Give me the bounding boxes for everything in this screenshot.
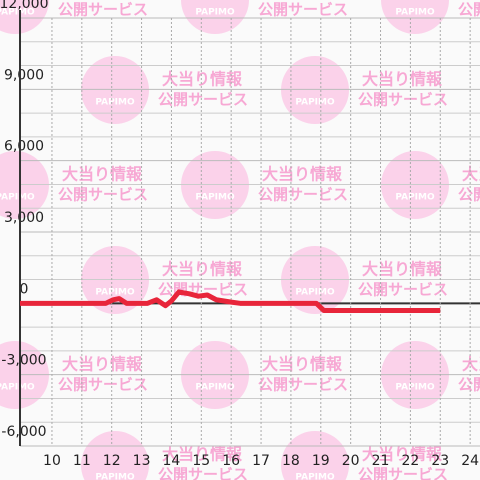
- x-tick-label: 11: [73, 453, 91, 469]
- watermark-text: 大当り情報: [462, 165, 480, 184]
- plot: -6,000 -3,000 0 3,000 6,000 9,000 12,000 10 11 12…: [0, 0, 479, 469]
- watermark-logo: [81, 431, 149, 480]
- watermark-text: 大当り情報: [62, 355, 143, 374]
- x-tick-label: 14: [163, 453, 181, 469]
- x-tick-label: 10: [43, 453, 61, 469]
- watermark-logo-text: PAPIMO: [195, 193, 235, 203]
- watermark-logo: [0, 0, 49, 34]
- x-tick-label: 18: [282, 453, 300, 469]
- x-tick-label: 17: [252, 453, 270, 469]
- watermark-logo: [0, 151, 49, 219]
- watermark-text: 公開サービス: [358, 281, 448, 299]
- watermark-text: 大当り情報: [162, 445, 243, 464]
- x-tick-label: 19: [312, 453, 330, 469]
- watermark-text: 公開サービス: [458, 186, 480, 204]
- watermark-text: 公開サービス: [58, 186, 148, 204]
- x-tick-label: 12: [103, 453, 121, 469]
- watermark-logo: [381, 151, 449, 219]
- watermark-text: 大当り情報: [262, 165, 343, 184]
- watermark-text: 公開サービス: [58, 376, 148, 394]
- watermark-text: 公開サービス: [58, 1, 148, 19]
- watermark-text: 公開サービス: [158, 466, 248, 480]
- y-tick-label: -6,000: [1, 424, 46, 440]
- watermark-logo-text: PAPIMO: [395, 383, 435, 393]
- x-tick-label: 24: [461, 453, 479, 469]
- watermark-logo: [281, 56, 349, 124]
- y-tick-label: 3,000: [4, 210, 44, 226]
- watermark-text: 公開サービス: [258, 186, 348, 204]
- watermark-text: 大当り情報: [362, 70, 443, 89]
- watermark-logo-text: PAPIMO: [295, 473, 335, 480]
- watermark-logo: [81, 56, 149, 124]
- grid: [20, 17, 480, 447]
- watermark-logo-text: PAPIMO: [0, 193, 35, 203]
- watermark-text: 公開サービス: [358, 91, 448, 109]
- x-tick-label: 16: [222, 453, 240, 469]
- watermark-text: 大当り情報: [162, 70, 243, 89]
- x-tick-label: 13: [133, 453, 151, 469]
- watermark-text: 大当り情報: [62, 165, 143, 184]
- watermark-text: 公開サービス: [358, 466, 448, 480]
- watermark-logo: [381, 0, 449, 34]
- watermark-text: 公開サービス: [458, 1, 480, 19]
- watermark-logo-text: PAPIMO: [195, 383, 235, 393]
- x-tick-label: 21: [372, 453, 390, 469]
- y-tick-label: -3,000: [1, 353, 46, 369]
- watermark-logo-text: PAPIMO: [95, 98, 135, 108]
- y-tick-label: 6,000: [4, 139, 44, 155]
- x-tick-label: 23: [431, 453, 449, 469]
- y-tick-label: 12,000: [0, 0, 49, 12]
- watermark-text: 大当り情報: [362, 445, 443, 464]
- x-tick-label: 22: [401, 453, 419, 469]
- watermark-logo-text: PAPIMO: [395, 193, 435, 203]
- watermark-text: 公開サービス: [258, 1, 348, 19]
- y-tick-label: 9,000: [4, 67, 44, 83]
- x-tick-label: 15: [192, 453, 210, 469]
- watermark-logo-text: PAPIMO: [0, 8, 35, 18]
- watermark-text: 大当り情報: [162, 260, 243, 279]
- x-tick-label: 20: [342, 453, 360, 469]
- watermark-logo-text: PAPIMO: [195, 8, 235, 18]
- watermark-logo-text: PAPIMO: [295, 98, 335, 108]
- watermark-logo: [181, 151, 249, 219]
- watermark-text: 公開サービス: [458, 376, 480, 394]
- watermark-text: 公開サービス: [158, 91, 248, 109]
- watermark-text: 大当り情報: [262, 355, 343, 374]
- watermark-logo-text: PAPIMO: [395, 8, 435, 18]
- watermark-text: 大当り情報: [362, 260, 443, 279]
- watermark-text: 公開サービス: [258, 376, 348, 394]
- line: [20, 289, 441, 313]
- watermark-logo: [281, 431, 349, 480]
- watermark-logo-text: PAPIMO: [95, 288, 135, 298]
- watermark-logo: [181, 0, 249, 34]
- watermark-text: 大当り情報: [462, 355, 480, 374]
- watermark-logo-text: PAPIMO: [95, 473, 135, 480]
- y-tick-label: 0: [20, 281, 29, 297]
- watermark-logo-text: PAPIMO: [295, 288, 335, 298]
- watermark-logo-text: PAPIMO: [0, 383, 35, 393]
